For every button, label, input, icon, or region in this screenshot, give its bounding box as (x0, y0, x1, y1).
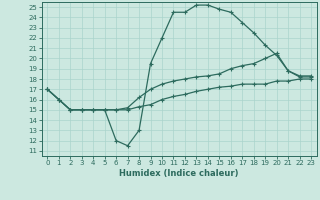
X-axis label: Humidex (Indice chaleur): Humidex (Indice chaleur) (119, 169, 239, 178)
